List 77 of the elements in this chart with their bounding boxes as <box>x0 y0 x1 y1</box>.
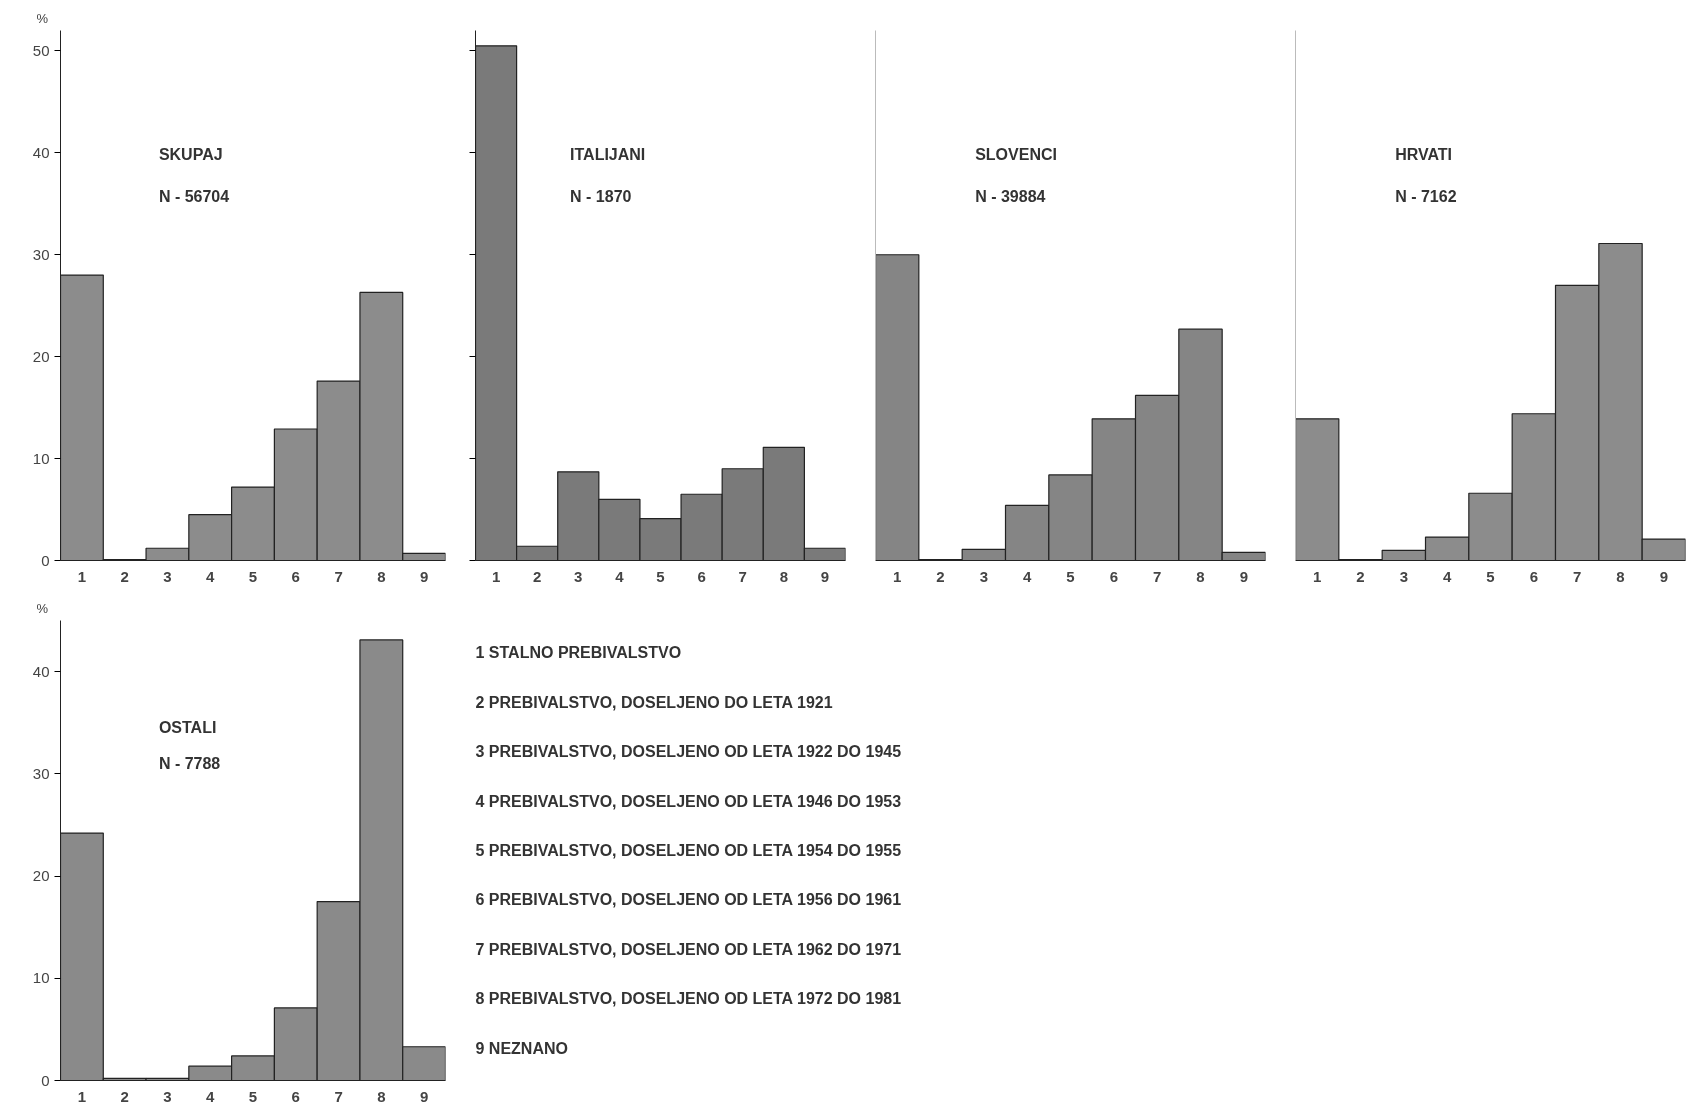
text: HRVATI <box>1395 146 1453 163</box>
y-tick-label: 40 <box>32 662 50 680</box>
text: OSTALI <box>158 718 217 736</box>
x-tick-label: 3 <box>163 567 172 585</box>
x-tick-label: 4 <box>1023 567 1032 585</box>
text: SKUPAJ <box>158 146 223 163</box>
y-axis-title: % <box>36 600 49 616</box>
x-tick-label: 6 <box>291 1087 300 1105</box>
y-axis-title: % <box>36 10 49 26</box>
y-tick-label: 0 <box>41 1071 50 1089</box>
text: N - 7788 <box>158 755 221 773</box>
x-tick-label: 4 <box>206 567 216 585</box>
text: 4 PREBIVALSTVO, DOSELJENO OD LETA 1946 DO 1953 <box>475 792 902 810</box>
text: 7 PREBIVALSTVO, DOSELJENO OD LETA 1962 DO 1971 <box>475 940 902 958</box>
x-tick-label: 5 <box>1486 567 1495 585</box>
x-tick-label: 2 <box>120 567 129 585</box>
text: 5 PREBIVALSTVO, DOSELJENO OD LETA 1954 DO 1955 <box>475 842 902 859</box>
x-tick-label: 2 <box>936 567 945 585</box>
x-tick-label: 8 <box>377 1087 386 1105</box>
x-tick-label: 2 <box>1356 567 1365 585</box>
x-tick-label: 8 <box>1196 567 1205 585</box>
text: 2 PREBIVALSTVO, DOSELJENO DO LETA 1921 <box>475 693 833 711</box>
x-tick-label: 7 <box>738 567 747 585</box>
text: 3 PREBIVALSTVO, DOSELJENO OD LETA 1922 DO 1945 <box>475 743 902 761</box>
x-tick-label: 9 <box>1659 567 1669 585</box>
text: 6 PREBIVALSTVO, DOSELJENO OD LETA 1956 DO 1961 <box>475 891 902 909</box>
x-tick-label: 7 <box>334 1087 343 1105</box>
text: N - 56704 <box>158 188 230 206</box>
x-tick-label: 9 <box>419 567 429 585</box>
x-tick-label: 3 <box>979 567 989 585</box>
y-tick-label: 50 <box>32 41 50 59</box>
x-tick-label: 3 <box>1399 567 1409 585</box>
text: N - 39884 <box>975 188 1046 206</box>
x-tick-label: 6 <box>1529 567 1539 585</box>
x-tick-label: 3 <box>574 567 583 585</box>
y-tick-label: 10 <box>32 449 50 467</box>
y-tick-label: 20 <box>32 347 50 365</box>
x-tick-label: 7 <box>334 567 343 585</box>
x-tick-label: 1 <box>77 1087 87 1105</box>
y-tick-label: 10 <box>32 969 50 987</box>
x-tick-label: 8 <box>779 567 789 585</box>
text: 8 PREBIVALSTVO, DOSELJENO OD LETA 1972 DO 1981 <box>475 990 902 1008</box>
x-tick-label: 5 <box>1066 567 1075 585</box>
x-tick-label: 6 <box>1109 567 1119 585</box>
x-tick-label: 3 <box>163 1087 172 1105</box>
y-tick-label: 20 <box>32 867 50 885</box>
x-tick-label: 1 <box>491 567 501 585</box>
y-tick-label: 40 <box>32 143 50 161</box>
x-tick-label: 2 <box>120 1087 129 1105</box>
x-tick-label: 6 <box>291 567 300 585</box>
x-tick-label: 1 <box>893 567 902 585</box>
x-tick-label: 4 <box>615 567 625 585</box>
x-tick-label: 5 <box>248 1087 258 1105</box>
x-tick-label: 7 <box>1153 567 1162 585</box>
text: SLOVENCI <box>975 146 1057 163</box>
text: 1 STALNO PREBIVALSTVO <box>475 644 682 662</box>
x-tick-label: 8 <box>1616 567 1625 585</box>
x-tick-label: 4 <box>1443 567 1452 585</box>
x-tick-label: 1 <box>1313 567 1322 585</box>
y-tick-label: 30 <box>32 764 50 782</box>
x-tick-label: 7 <box>1573 567 1582 585</box>
y-tick-label: 0 <box>41 551 50 569</box>
x-tick-label: 8 <box>377 567 386 585</box>
x-tick-label: 2 <box>533 567 542 585</box>
x-tick-label: 9 <box>1239 567 1249 585</box>
text: N - 7162 <box>1395 188 1457 206</box>
x-tick-label: 5 <box>656 567 665 585</box>
x-tick-label: 6 <box>697 567 706 585</box>
text: N - 1870 <box>570 188 632 206</box>
text: 9 NEZNANO <box>475 1039 568 1057</box>
y-tick-label: 30 <box>32 245 50 263</box>
x-tick-label: 4 <box>206 1087 216 1105</box>
text: ITALIJANI <box>570 146 646 163</box>
x-tick-label: 9 <box>820 567 830 585</box>
x-tick-label: 9 <box>419 1087 429 1105</box>
x-tick-label: 1 <box>77 567 87 585</box>
x-tick-label: 5 <box>248 567 258 585</box>
